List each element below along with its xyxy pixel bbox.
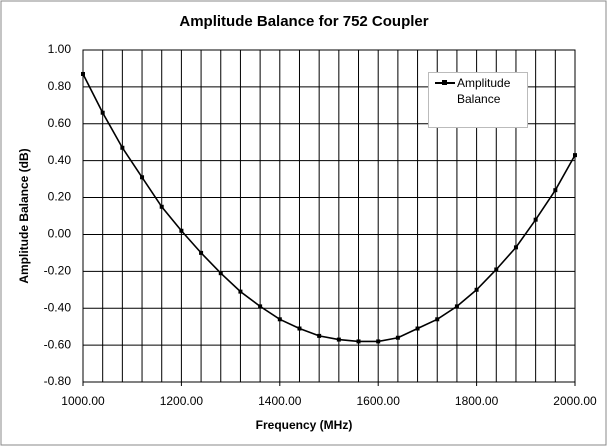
data-point <box>258 304 263 309</box>
y-tick-label: -0.40 <box>44 300 72 314</box>
y-tick-label: 1.00 <box>48 42 72 56</box>
data-point <box>159 204 164 209</box>
x-tick-label: 1200.00 <box>160 394 204 408</box>
data-point <box>81 71 85 76</box>
data-point <box>199 250 204 255</box>
y-axis-label: Amplitude Balance (dB) <box>17 148 31 283</box>
x-tick-label: 1000.00 <box>61 394 105 408</box>
data-point <box>120 145 125 150</box>
x-axis-label: Frequency (MHz) <box>256 418 353 432</box>
data-point <box>317 333 322 338</box>
data-point <box>435 317 440 322</box>
x-tick-label: 1600.00 <box>357 394 401 408</box>
data-point <box>494 267 499 272</box>
y-tick-label: 0.60 <box>48 116 72 130</box>
x-tick-label: 1400.00 <box>258 394 302 408</box>
x-tick-label: 2000.00 <box>553 394 597 408</box>
data-point <box>454 304 459 309</box>
legend-label: Amplitude Balance <box>457 76 511 106</box>
data-point <box>415 326 420 331</box>
data-point <box>553 188 558 193</box>
data-point <box>573 153 577 158</box>
data-point <box>513 245 518 250</box>
x-tick-label: 1800.00 <box>455 394 499 408</box>
data-point <box>376 339 381 344</box>
data-point <box>179 228 184 233</box>
data-point <box>100 110 105 115</box>
y-tick-label: 0.80 <box>48 79 72 93</box>
chart-title: Amplitude Balance for 752 Coupler <box>179 13 428 30</box>
y-tick-label: -0.80 <box>44 374 72 388</box>
legend-marker <box>442 80 447 85</box>
series-line <box>82 73 576 343</box>
data-point <box>238 289 243 294</box>
y-tick-label: 0.40 <box>48 153 72 167</box>
data-point <box>218 271 223 276</box>
y-tick-label: -0.20 <box>44 264 72 278</box>
data-point <box>336 337 341 342</box>
data-point <box>474 287 479 292</box>
legend: Amplitude Balance <box>428 72 528 128</box>
data-point <box>533 217 538 222</box>
data-point <box>140 175 145 180</box>
data-point <box>277 317 282 322</box>
data-point <box>356 339 361 344</box>
data-point <box>395 335 400 340</box>
plot-frame <box>82 49 576 383</box>
y-tick-label: -0.60 <box>44 337 72 351</box>
y-tick-label: 0.20 <box>48 190 72 204</box>
data-point <box>297 326 302 331</box>
y-tick-label: 0.00 <box>48 227 72 241</box>
